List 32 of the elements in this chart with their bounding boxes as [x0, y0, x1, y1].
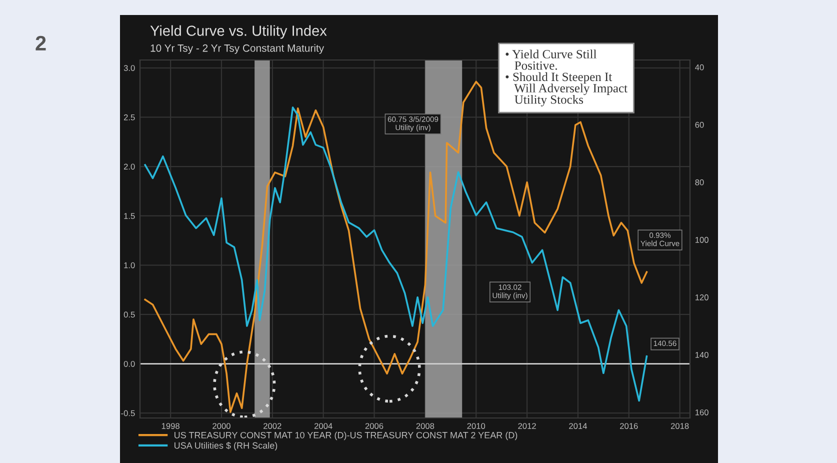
x-tick-label: 2012 — [518, 423, 536, 429]
y2-tick-label: 80 — [695, 179, 704, 186]
x-tick-label: 2000 — [212, 423, 230, 429]
x-tick-label: 2004 — [314, 423, 332, 429]
y-tick-label: 1.0 — [124, 262, 135, 268]
text: 2 — [36, 36, 46, 50]
y2-tick-label: 60 — [695, 122, 704, 128]
y2-tick-label: 140 — [695, 352, 708, 358]
y-tick-label: 3.0 — [124, 65, 135, 71]
x-tick-label: 2002 — [264, 423, 282, 429]
annotation: • Yield Curve Still Positive. • Should It Steepen It Will Adversely Impact Utility Stocks — [506, 50, 628, 106]
y-tick-label: 0.0 — [124, 360, 135, 367]
y2-tick-label: 100 — [695, 236, 708, 243]
legend-label: USA Utilities $ (RH Scale) — [174, 442, 278, 450]
legend-label: US TREASURY CONST MAT 10 YEAR (D)-US TREASURY CONST MAT 2 YEAR (D) — [174, 432, 518, 440]
chart-title: Yield Curve vs. Utility Index — [150, 25, 327, 39]
y2-tick-label: 120 — [695, 294, 708, 300]
x-tick-label: 2006 — [365, 423, 384, 429]
x-tick-label: 1998 — [162, 423, 180, 429]
chart-subtitle: 10 Yr Tsy - 2 Yr Tsy Constant Maturity — [150, 44, 324, 54]
y-tick-label: -0.5 — [121, 410, 135, 416]
y-tick-label: 2.5 — [124, 114, 135, 120]
y-tick-label: 1.5 — [124, 213, 135, 219]
y2-tick-label: 40 — [695, 64, 704, 70]
x-tick-label: 2016 — [620, 423, 638, 429]
x-tick-label: 2014 — [569, 423, 587, 429]
y-tick-label: 2.0 — [124, 164, 135, 170]
y2-tick-label: 160 — [695, 409, 708, 416]
y-tick-label: 0.5 — [124, 312, 135, 318]
x-tick-label: 2018 — [670, 423, 689, 429]
x-tick-label: 2008 — [416, 423, 434, 429]
x-tick-label: 2010 — [467, 423, 486, 429]
